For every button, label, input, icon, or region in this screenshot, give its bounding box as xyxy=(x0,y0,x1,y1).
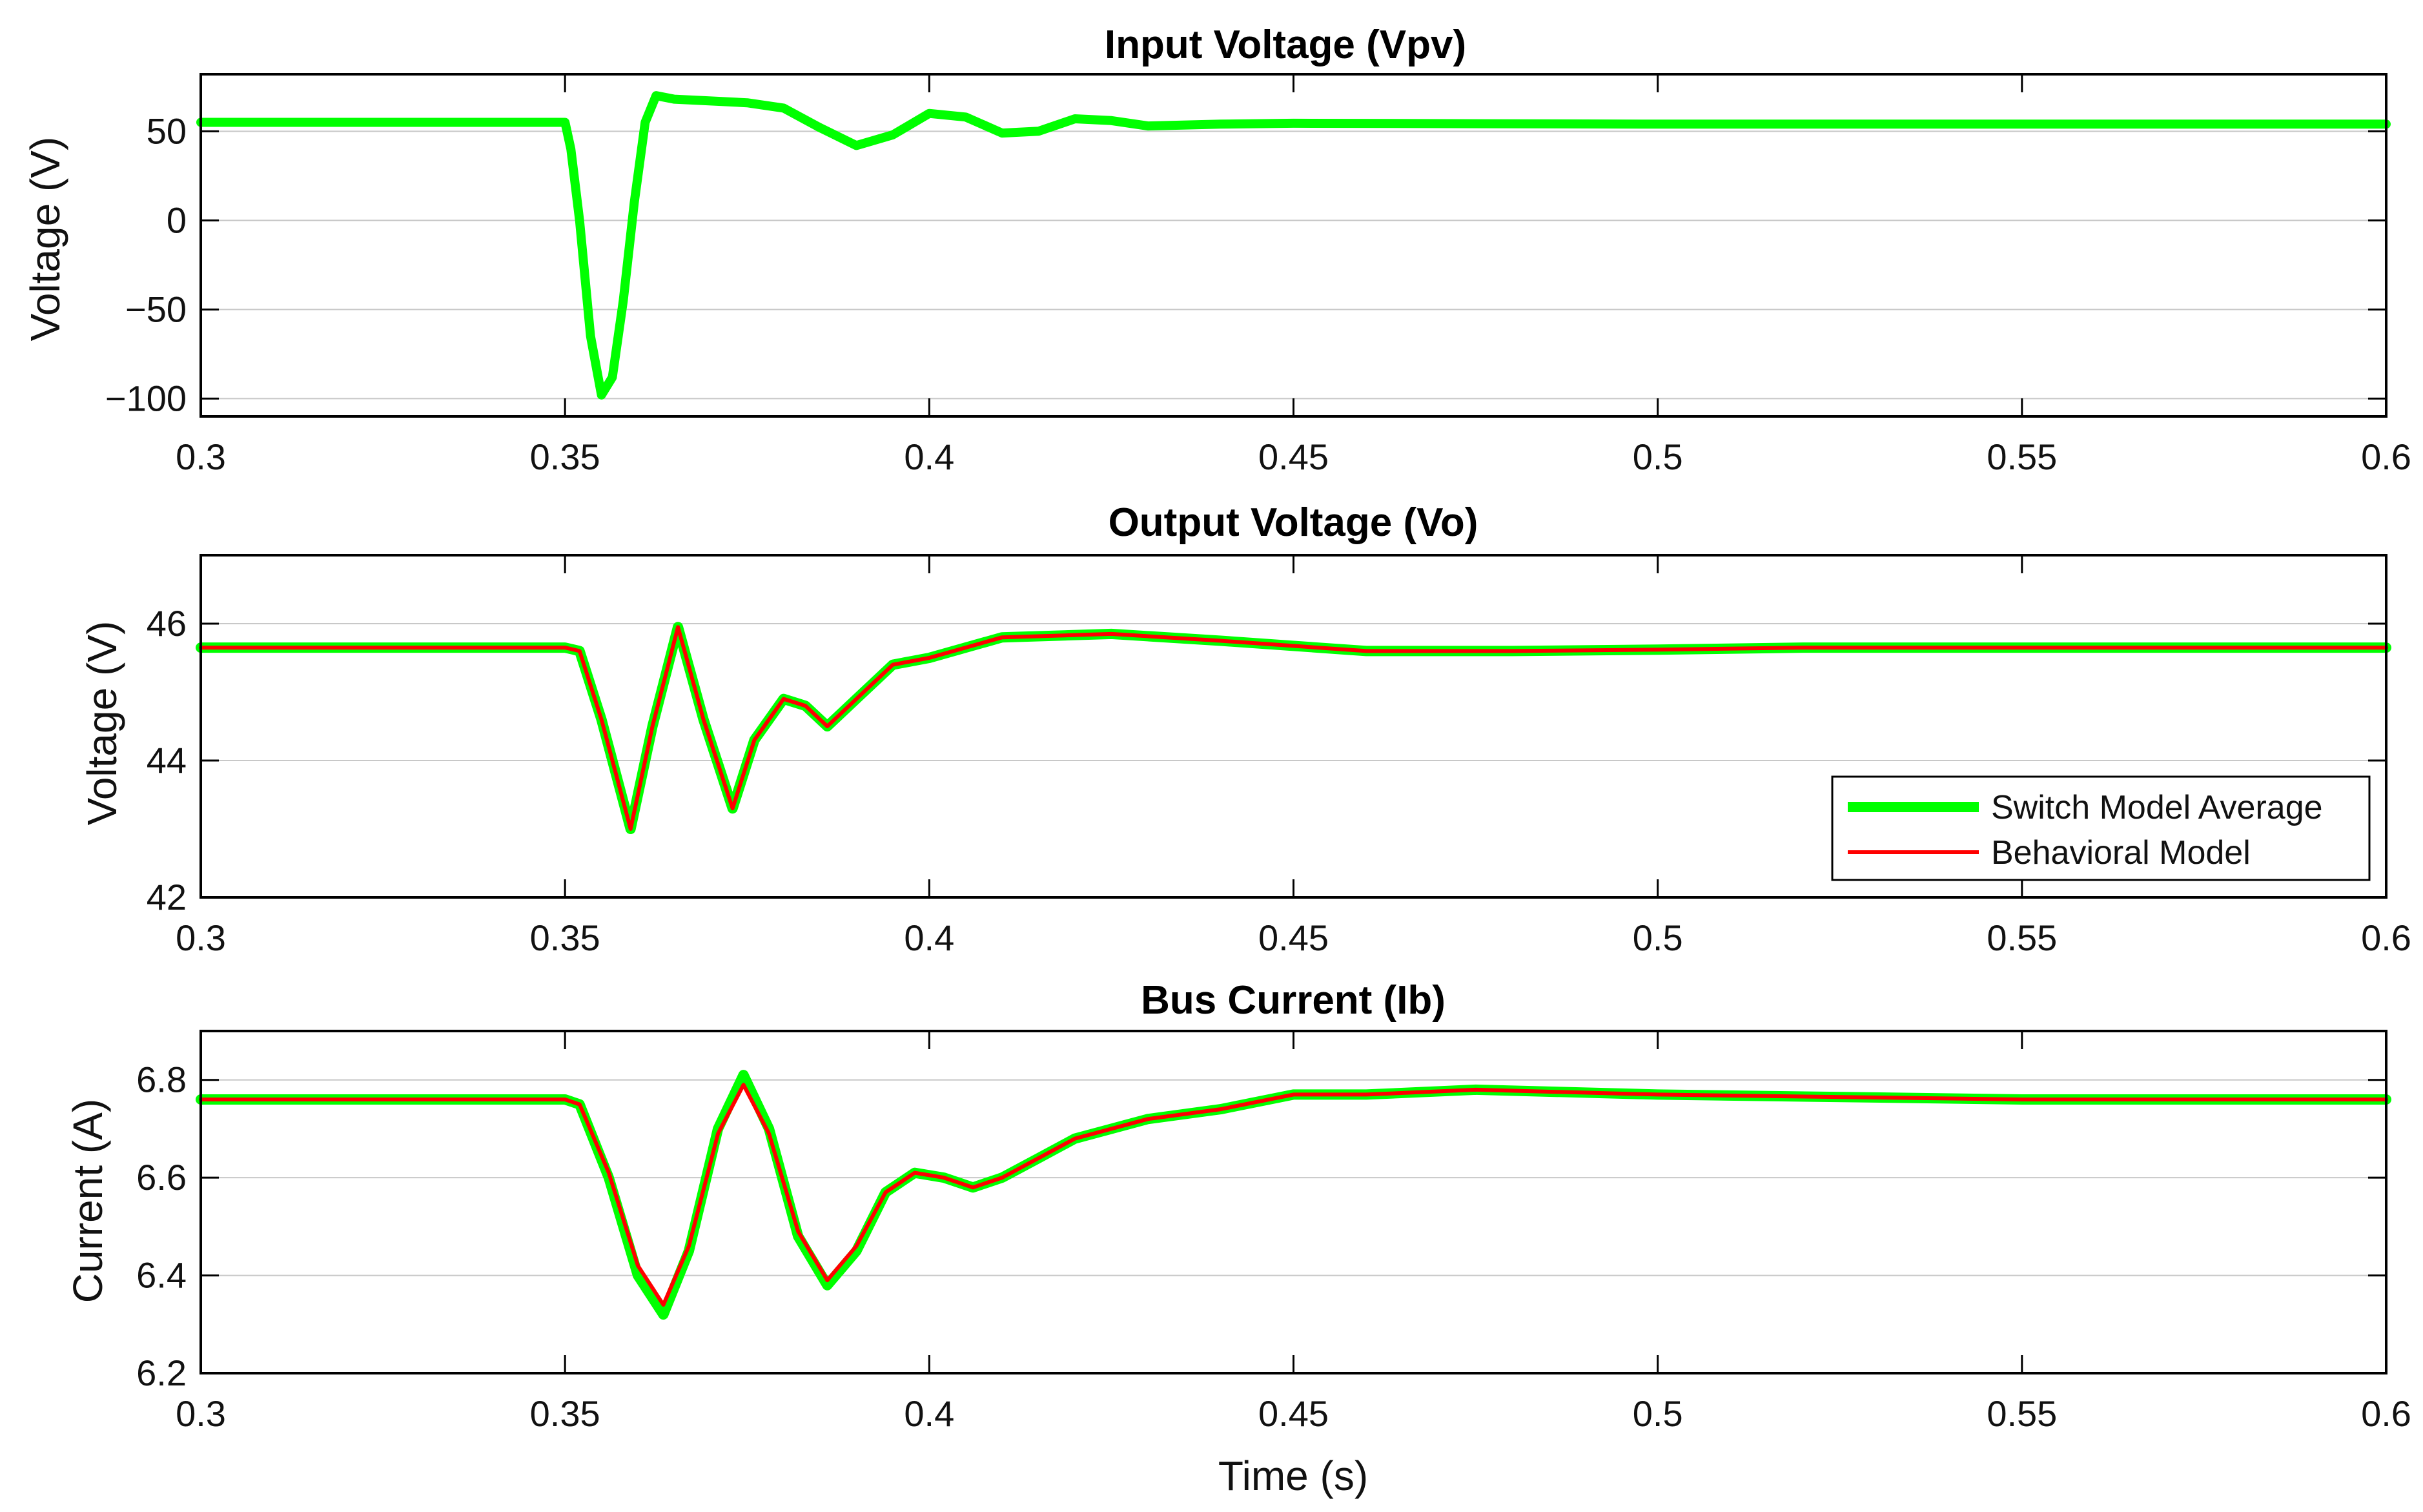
y-tick-label: 6.2 xyxy=(136,1353,187,1393)
chart-title: Bus Current (Ib) xyxy=(1141,978,1446,1023)
grid xyxy=(201,1079,2386,1374)
y-tick-label: 6.8 xyxy=(136,1059,187,1100)
x-tick-label: 0.45 xyxy=(1258,1393,1329,1434)
x-tick-label: 0.6 xyxy=(2361,436,2411,477)
y-tick-label: 6.4 xyxy=(136,1255,187,1296)
y-tick-label: 0 xyxy=(167,199,187,240)
output-voltage-panel: Output Voltage (Vo) Voltage (V) 42 44 46 0.… xyxy=(79,500,2411,958)
x-tick-label: 0.4 xyxy=(904,1393,954,1434)
series-line-behavioral-model xyxy=(199,625,2388,831)
y-tick-label: 50 xyxy=(147,110,187,151)
y-tick-label: 46 xyxy=(147,603,187,644)
y-tick-label: −100 xyxy=(105,378,187,418)
legend-box xyxy=(1831,775,2371,881)
x-tick-label: 0.55 xyxy=(1987,1393,2057,1434)
ticks: 42 44 46 0.3 0.35 0.4 0.45 0.5 0.55 0.6 xyxy=(147,555,2411,958)
x-tick-label: 0.55 xyxy=(1987,917,2057,958)
series-line-behavioral-model xyxy=(199,1083,2388,1307)
y-tick-label: 42 xyxy=(147,877,187,917)
x-tick-label: 0.5 xyxy=(1633,1393,1683,1434)
legend-label-behavioral-model: Behavioral Model xyxy=(1991,834,2251,872)
chart-title: Input Voltage (Vpv) xyxy=(1105,23,1466,67)
x-tick-label: 0.45 xyxy=(1258,917,1329,958)
x-tick-label: 0.6 xyxy=(2361,1393,2411,1434)
plot-frame xyxy=(199,1030,2387,1374)
x-tick-label: 0.5 xyxy=(1633,436,1683,477)
chart-title: Output Voltage (Vo) xyxy=(1109,500,1478,545)
x-tick-label: 0.4 xyxy=(904,917,954,958)
series-line-switch-model xyxy=(196,91,2391,400)
x-tick-label: 0.4 xyxy=(904,436,954,477)
ticks: −100 −50 0 50 0.3 0.35 0.4 0.45 0.5 0.55 0.6 xyxy=(105,74,2411,477)
plot-frame xyxy=(199,73,2387,418)
x-tick-label: 0.3 xyxy=(176,917,226,958)
x-axis-label: Time (s) xyxy=(1218,1453,1368,1499)
x-tick-label: 0.35 xyxy=(530,917,600,958)
y-axis-label: Voltage (V) xyxy=(79,621,125,826)
series xyxy=(196,622,2391,834)
x-tick-label: 0.55 xyxy=(1987,436,2057,477)
plot-frame xyxy=(199,554,2387,899)
legend: Switch Model Average Behavioral Model xyxy=(1831,775,2371,881)
y-axis-label: Voltage (V) xyxy=(22,137,68,342)
x-tick-label: 0.3 xyxy=(176,1393,226,1434)
grid xyxy=(201,130,2386,400)
series xyxy=(196,91,2391,400)
legend-label-switch-model: Switch Model Average xyxy=(1991,789,2323,826)
input-voltage-panel: Input Voltage (Vpv) Voltage (V) −100 −50 0… xyxy=(22,23,2411,477)
x-tick-label: 0.35 xyxy=(530,436,600,477)
y-axis-label: Current (A) xyxy=(65,1099,111,1303)
x-tick-label: 0.35 xyxy=(530,1393,600,1434)
y-tick-label: 6.6 xyxy=(136,1157,187,1198)
x-tick-label: 0.6 xyxy=(2361,917,2411,958)
series-line-switch-model xyxy=(196,1070,2391,1320)
y-tick-label: −50 xyxy=(125,289,187,329)
x-tick-label: 0.3 xyxy=(176,436,226,477)
y-tick-label: 44 xyxy=(147,740,187,781)
bus-current-panel: Bus Current (Ib) Current (A) Time (s) 6.… xyxy=(65,978,2411,1499)
x-tick-label: 0.45 xyxy=(1258,436,1329,477)
x-tick-label: 0.5 xyxy=(1633,917,1683,958)
series xyxy=(196,1070,2391,1320)
